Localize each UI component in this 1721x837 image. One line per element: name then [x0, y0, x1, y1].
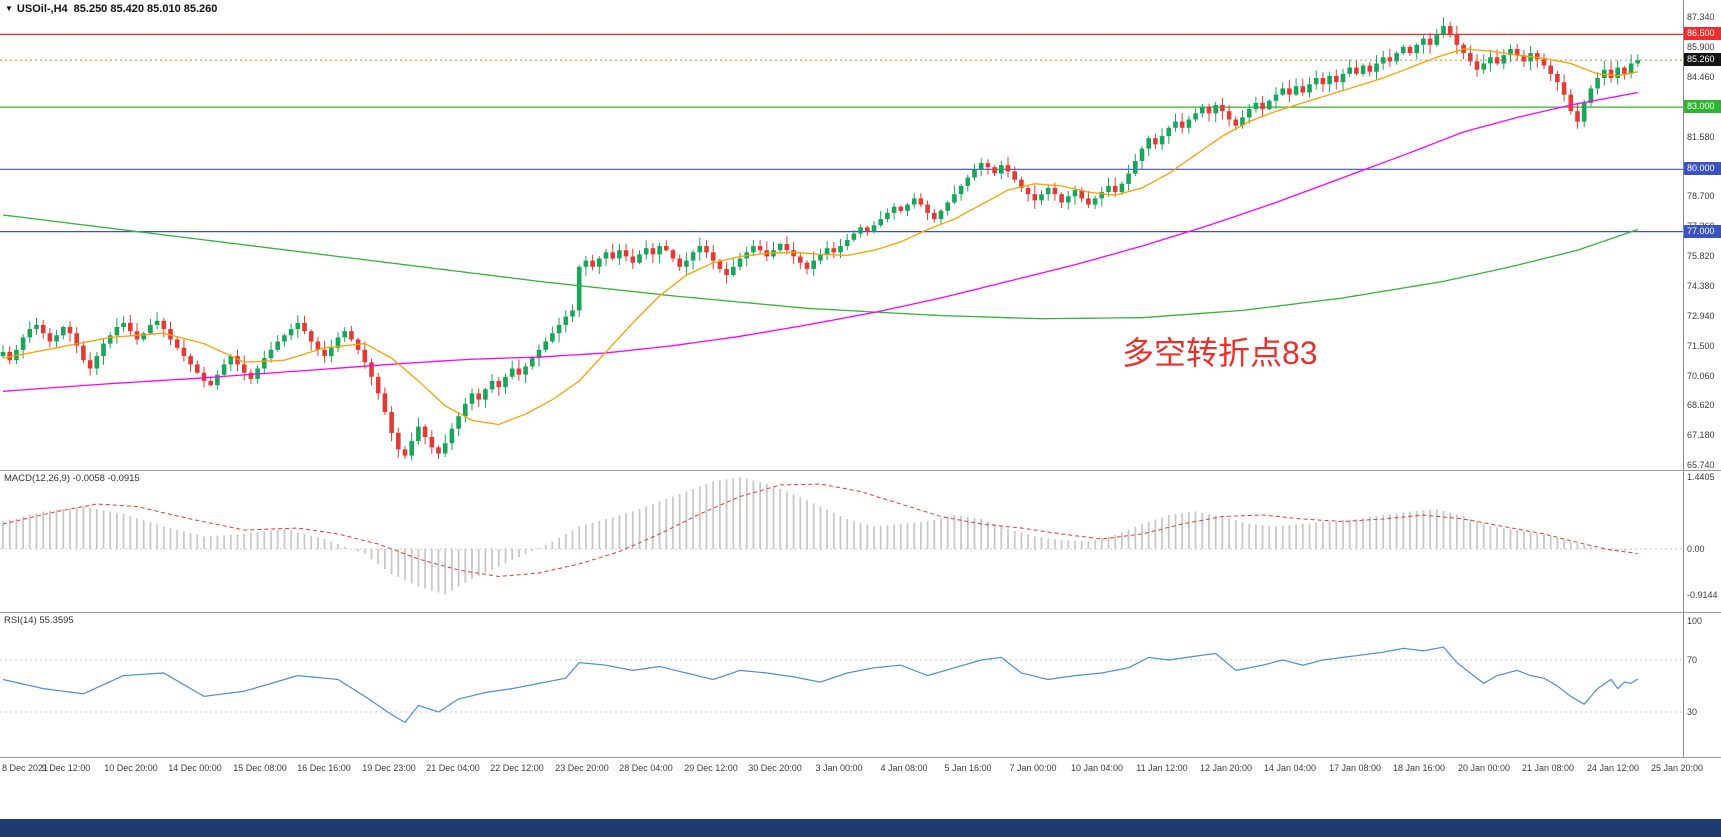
ohlc-values-label: 85.250 85.420 85.010 85.260: [73, 3, 218, 15]
macd-label: MACD(12,26,9) -0.0058 -0.0915: [4, 473, 140, 484]
macd-axis[interactable]: 1.4405 0.00 -0.9144: [1683, 471, 1721, 613]
symbol-timeframe-label: USOil-,H4: [16, 3, 68, 15]
rsi-label: RSI(14) 55.3595: [4, 615, 74, 626]
rsi-tick: 70: [1687, 655, 1698, 665]
time-label: 7 Jan 00:00: [1009, 763, 1057, 773]
time-axis[interactable]: 8 Dec 2021 9 Dec 12:00 10 Dec 20:00 14 Dec …: [0, 757, 1721, 780]
time-label: 10 Jan 04:00: [1070, 763, 1124, 773]
chart-marker-icon: ▼: [5, 4, 13, 13]
time-label: 23 Dec 20:00: [555, 763, 609, 773]
time-label: 8 Dec 2021: [2, 763, 49, 773]
price-tick: 65.740: [1687, 460, 1715, 470]
time-label: 14 Dec 00:00: [168, 763, 222, 773]
macd-panel: 1.4405 0.00 -0.9144 MACD(12,26,9) -0.0058 …: [0, 470, 1721, 613]
price-badge: 83.000: [1684, 100, 1721, 113]
candlestick-chart-canvas[interactable]: [0, 0, 1683, 470]
time-label: 12 Jan 20:00: [1199, 763, 1253, 773]
price-tick: 71.500: [1687, 341, 1715, 351]
price-tick: 84.460: [1687, 72, 1715, 82]
ma-mid-magenta: [2, 91, 1638, 392]
macd-chart-canvas[interactable]: [0, 471, 1683, 613]
time-label: 29 Dec 12:00: [684, 763, 738, 773]
time-label: 21 Jan 08:00: [1521, 763, 1575, 773]
rsi-chart-canvas[interactable]: [0, 613, 1683, 758]
rsi-axis[interactable]: 100 70 30: [1683, 613, 1721, 758]
price-badge: 77.000: [1684, 225, 1721, 238]
time-label: 10 Dec 20:00: [104, 763, 158, 773]
time-label: 14 Jan 04:00: [1263, 763, 1317, 773]
rsi-panel: 100 70 30 RSI(14) 55.3595: [0, 612, 1721, 758]
price-axis[interactable]: 87.34085.90084.46083.02081.58080.14078.7…: [1683, 0, 1721, 470]
bottom-bar: [0, 819, 1721, 837]
macd-tick: 1.4405: [1687, 472, 1715, 482]
time-label: 4 Jan 08:00: [880, 763, 928, 773]
macd-tick: -0.9144: [1687, 590, 1718, 600]
rsi-line: [2, 646, 1639, 724]
time-label: 25 Jan 20:00: [1650, 763, 1704, 773]
time-label: 22 Dec 12:00: [490, 763, 544, 773]
price-tick: 81.580: [1687, 132, 1715, 142]
time-label: 18 Jan 16:00: [1392, 763, 1446, 773]
price-tick: 68.620: [1687, 400, 1715, 410]
time-label: 19 Dec 23:00: [362, 763, 416, 773]
time-label: 3 Jan 00:00: [815, 763, 863, 773]
time-label: 11 Jan 12:00: [1136, 763, 1188, 773]
time-label: 17 Jan 08:00: [1328, 763, 1382, 773]
time-label: 16 Dec 16:00: [297, 763, 351, 773]
time-label: 24 Jan 12:00: [1586, 763, 1640, 773]
time-label: 15 Dec 08:00: [233, 763, 287, 773]
chart-annotation-text: 多空转折点83: [1122, 335, 1318, 371]
macd-histogram: [2, 477, 1639, 595]
price-tick: 67.180: [1687, 430, 1715, 440]
price-badge: 86.500: [1684, 27, 1721, 40]
price-badge: 85.260: [1684, 53, 1721, 66]
ma-fast-orange: [2, 48, 1638, 426]
price-tick: 72.940: [1687, 311, 1715, 321]
price-tick: 85.900: [1687, 42, 1715, 52]
time-label: 20 Jan 00:00: [1457, 763, 1511, 773]
price-tick: 75.820: [1687, 251, 1715, 261]
price-tick: 70.060: [1687, 371, 1715, 381]
price-tick: 74.380: [1687, 281, 1715, 291]
macd-tick: 0.00: [1687, 544, 1705, 554]
candles: [0, 17, 1641, 461]
time-label: 21 Dec 04:00: [426, 763, 480, 773]
time-label: 28 Dec 04:00: [619, 763, 673, 773]
time-label: 30 Dec 20:00: [748, 763, 802, 773]
time-label: 9 Dec 12:00: [41, 763, 91, 773]
price-badge: 80.000: [1684, 162, 1721, 175]
chart-title: ▼ USOil-,H4 85.250 85.420 85.010 85.260: [5, 3, 217, 15]
price-tick: 87.340: [1687, 12, 1715, 22]
ma-slow-green: [2, 214, 1639, 320]
main-chart-panel: 87.34085.90084.46083.02081.58080.14078.7…: [0, 0, 1721, 470]
price-tick: 78.700: [1687, 191, 1715, 201]
time-label: 5 Jan 16:00: [944, 763, 992, 773]
rsi-tick: 30: [1687, 707, 1698, 717]
rsi-tick: 100: [1687, 616, 1703, 626]
